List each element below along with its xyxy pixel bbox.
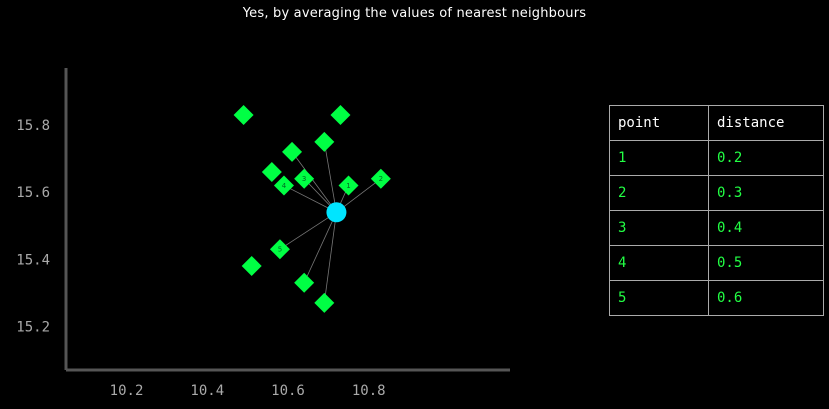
data-point — [261, 162, 282, 183]
table-row: 3 0.4 — [609, 210, 824, 246]
table-row: 1 0.2 — [609, 140, 824, 176]
cell-distance: 0.3 — [708, 175, 824, 211]
chart-caption: Yes, by averaging the values of nearest … — [242, 6, 587, 21]
cell-distance: 0.2 — [708, 140, 824, 176]
data-point — [233, 104, 254, 125]
neighbour-link — [291, 151, 337, 213]
data-point — [294, 168, 315, 189]
neighbour-link — [323, 141, 337, 213]
x-tick-label: 10.2 — [110, 383, 144, 399]
y-tick-label: 15.8 — [16, 118, 50, 134]
neighbour-link — [303, 212, 337, 283]
data-point — [314, 131, 335, 152]
data-point — [269, 239, 290, 260]
x-tick-label: 10.4 — [190, 383, 224, 399]
y-tick-label: 15.4 — [16, 252, 50, 268]
point-rank-label: 4 — [282, 182, 287, 190]
data-point — [330, 104, 351, 125]
table-row: 2 0.3 — [609, 175, 824, 211]
cell-point: 3 — [609, 210, 709, 246]
table-header-row: point distance — [609, 105, 824, 141]
table-row: 4 0.5 — [609, 245, 824, 281]
cell-point: 1 — [609, 140, 709, 176]
table-row: 5 0.6 — [609, 280, 824, 316]
y-tick-label: 15.2 — [16, 319, 50, 335]
point-rank-label: 5 — [278, 246, 282, 254]
cell-point: 5 — [609, 280, 709, 316]
cell-distance: 0.4 — [708, 210, 824, 246]
data-point — [314, 292, 335, 313]
header-point: point — [609, 105, 709, 141]
scatter-chart: 10.2 10.4 10.6 10.8 15.2 15.4 15.6 15.8 3 4 1 2 5 — [16, 68, 510, 399]
point-rank-label: 1 — [346, 182, 350, 190]
query-point — [326, 202, 347, 223]
neighbour-link — [279, 211, 337, 250]
data-point — [294, 272, 315, 293]
header-distance: distance — [708, 105, 824, 141]
y-tick-label: 15.6 — [16, 185, 50, 201]
data-point — [338, 175, 359, 196]
cell-distance: 0.6 — [708, 280, 824, 316]
cell-point: 4 — [609, 245, 709, 281]
cell-point: 2 — [609, 175, 709, 211]
x-tick-label: 10.6 — [271, 383, 305, 399]
neighbour-link — [323, 212, 337, 303]
distance-table: point distance 1 0.2 2 0.3 3 0.4 4 0.5 5… — [609, 105, 824, 316]
data-point — [273, 175, 294, 196]
cell-distance: 0.5 — [708, 245, 824, 281]
x-tick-label: 10.8 — [352, 383, 386, 399]
point-rank-label: 2 — [379, 175, 383, 183]
point-rank-label: 3 — [302, 175, 306, 183]
data-point — [282, 141, 303, 162]
data-point — [241, 255, 262, 276]
data-point — [370, 168, 391, 189]
